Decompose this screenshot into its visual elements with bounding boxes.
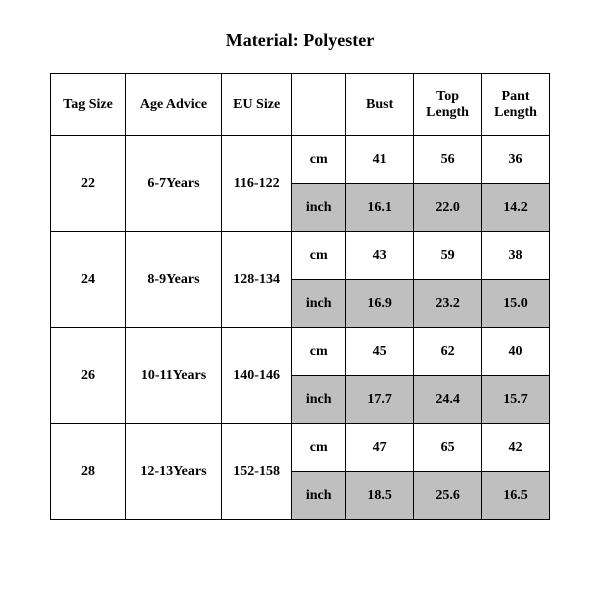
- cell-eu-size: 128-134: [222, 232, 292, 328]
- cell-bust: 17.7: [346, 376, 414, 424]
- cell-top-length: 59: [414, 232, 482, 280]
- col-unit: [292, 74, 346, 136]
- cell-bust: 41: [346, 136, 414, 184]
- cell-unit: cm: [292, 424, 346, 472]
- cell-bust: 47: [346, 424, 414, 472]
- cell-bust: 43: [346, 232, 414, 280]
- cell-eu-size: 140-146: [222, 328, 292, 424]
- cell-tag-size: 24: [51, 232, 126, 328]
- cell-top-length: 25.6: [414, 472, 482, 520]
- cell-pant-length: 36: [482, 136, 550, 184]
- cell-pant-length: 42: [482, 424, 550, 472]
- col-pant-length: Pant Length: [482, 74, 550, 136]
- cell-tag-size: 28: [51, 424, 126, 520]
- col-bust: Bust: [346, 74, 414, 136]
- col-age-advice: Age Advice: [125, 74, 221, 136]
- col-top-length: Top Length: [414, 74, 482, 136]
- page-title: Material: Polyester: [50, 30, 550, 51]
- cell-pant-length: 40: [482, 328, 550, 376]
- size-table: Tag Size Age Advice EU Size Bust Top Len…: [50, 73, 550, 520]
- cell-bust: 18.5: [346, 472, 414, 520]
- cell-top-length: 65: [414, 424, 482, 472]
- table-row: 226-7Years116-122cm415636: [51, 136, 550, 184]
- cell-tag-size: 22: [51, 136, 126, 232]
- cell-unit: inch: [292, 184, 346, 232]
- cell-unit: cm: [292, 136, 346, 184]
- cell-pant-length: 15.7: [482, 376, 550, 424]
- cell-top-length: 56: [414, 136, 482, 184]
- cell-unit: inch: [292, 376, 346, 424]
- table-header-row: Tag Size Age Advice EU Size Bust Top Len…: [51, 74, 550, 136]
- cell-unit: inch: [292, 472, 346, 520]
- cell-unit: cm: [292, 232, 346, 280]
- cell-top-length: 22.0: [414, 184, 482, 232]
- cell-pant-length: 38: [482, 232, 550, 280]
- cell-age-advice: 10-11Years: [125, 328, 221, 424]
- cell-unit: cm: [292, 328, 346, 376]
- cell-top-length: 24.4: [414, 376, 482, 424]
- cell-unit: inch: [292, 280, 346, 328]
- cell-bust: 45: [346, 328, 414, 376]
- cell-bust: 16.9: [346, 280, 414, 328]
- cell-eu-size: 116-122: [222, 136, 292, 232]
- cell-age-advice: 6-7Years: [125, 136, 221, 232]
- table-row: 2610-11Years140-146cm456240: [51, 328, 550, 376]
- cell-pant-length: 16.5: [482, 472, 550, 520]
- table-row: 2812-13Years152-158cm476542: [51, 424, 550, 472]
- cell-age-advice: 12-13Years: [125, 424, 221, 520]
- cell-age-advice: 8-9Years: [125, 232, 221, 328]
- col-tag-size: Tag Size: [51, 74, 126, 136]
- cell-pant-length: 15.0: [482, 280, 550, 328]
- cell-bust: 16.1: [346, 184, 414, 232]
- table-row: 248-9Years128-134cm435938: [51, 232, 550, 280]
- cell-eu-size: 152-158: [222, 424, 292, 520]
- cell-pant-length: 14.2: [482, 184, 550, 232]
- cell-tag-size: 26: [51, 328, 126, 424]
- col-eu-size: EU Size: [222, 74, 292, 136]
- cell-top-length: 62: [414, 328, 482, 376]
- cell-top-length: 23.2: [414, 280, 482, 328]
